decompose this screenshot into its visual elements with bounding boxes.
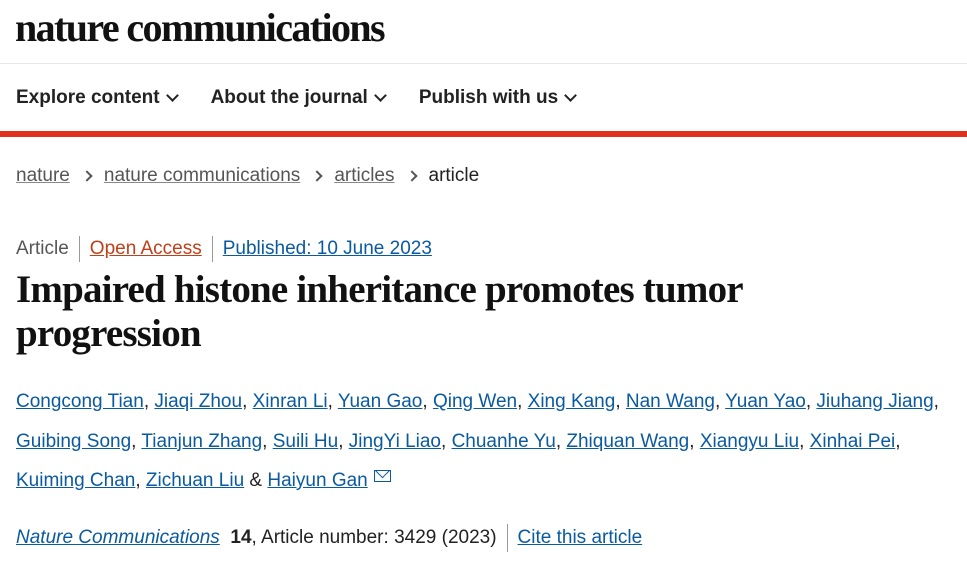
author-link[interactable]: Chuanhe Yu (451, 430, 556, 452)
nav-label: About the journal (210, 86, 368, 108)
nav-publish-with-us[interactable]: Publish with us (418, 86, 578, 109)
citation: Nature Communications 14 , Article numbe… (16, 524, 642, 552)
author-link[interactable]: Yuan Gao (337, 391, 423, 412)
main-nav: Explore content About the journal Publis… (0, 64, 967, 137)
author-link[interactable]: JingYi Liao (348, 430, 441, 452)
nav-explore-content[interactable]: Explore content (16, 86, 179, 109)
breadcrumb: nature nature communications articles ar… (16, 165, 479, 187)
breadcrumb-nature[interactable]: nature (16, 165, 70, 186)
author-link[interactable]: Haiyun Gan (267, 470, 368, 491)
article-title: Impaired histone inheritance promotes tu… (16, 268, 743, 355)
chevron-down-icon (165, 88, 179, 102)
author-link[interactable]: Zhiquan Wang (566, 430, 690, 452)
author-link[interactable]: Guibing Song (16, 430, 132, 452)
divider (211, 236, 213, 262)
journal-logo[interactable]: nature communications (15, 5, 386, 50)
author-link[interactable]: Xinhai Pei (809, 430, 896, 452)
author-link[interactable]: Congcong Tian (16, 391, 144, 412)
published-date-link[interactable]: Published: 10 June 2023 (222, 238, 432, 259)
chevron-right-icon (311, 170, 323, 182)
author-conjunction: & (249, 470, 263, 491)
article-type: Article (16, 238, 69, 259)
author-link[interactable]: Qing Wen (432, 391, 518, 412)
volume: 14 (230, 527, 252, 548)
author-link[interactable]: Jiaqi Zhou (154, 391, 243, 412)
author-link[interactable]: Zichuan Liu (145, 470, 245, 491)
chevron-down-icon (373, 88, 387, 102)
divider (506, 524, 508, 552)
author-link[interactable]: Yuan Yao (725, 391, 806, 412)
nav-label: Publish with us (418, 86, 559, 108)
open-access-link[interactable]: Open Access (89, 238, 202, 259)
nav-about-journal[interactable]: About the journal (210, 86, 387, 109)
author-link[interactable]: Xiangyu Liu (699, 430, 800, 452)
cite-this-article-link[interactable]: Cite this article (517, 527, 643, 548)
nav-label: Explore content (16, 86, 160, 108)
chevron-right-icon (405, 170, 418, 182)
email-icon[interactable] (373, 470, 391, 482)
author-link[interactable]: Jiuhang Jiang (816, 391, 934, 412)
divider (78, 236, 80, 262)
article-meta: Article Open Access Published: 10 June 2… (16, 236, 432, 262)
chevron-right-icon (81, 170, 93, 182)
article-number: , Article number: 3429 (2023) (251, 527, 497, 548)
author-link[interactable]: Suili Hu (272, 430, 339, 452)
site-header: nature communications (0, 0, 967, 64)
breadcrumb-current: article (428, 165, 480, 186)
breadcrumb-nature-communications[interactable]: nature communications (103, 165, 301, 186)
author-list: Congcong Tian, Jiaqi Zhou, Xinran Li, Yu… (16, 391, 939, 491)
author-link[interactable]: Xinran Li (252, 391, 328, 412)
author-link[interactable]: Xing Kang (527, 391, 616, 412)
author-link[interactable]: Tianjun Zhang (141, 430, 263, 452)
breadcrumb-articles[interactable]: articles (334, 165, 395, 186)
author-link[interactable]: Nan Wang (625, 391, 715, 412)
author-link[interactable]: Kuiming Chan (16, 470, 136, 491)
journal-link[interactable]: Nature Communications (16, 527, 220, 548)
chevron-down-icon (564, 88, 578, 102)
